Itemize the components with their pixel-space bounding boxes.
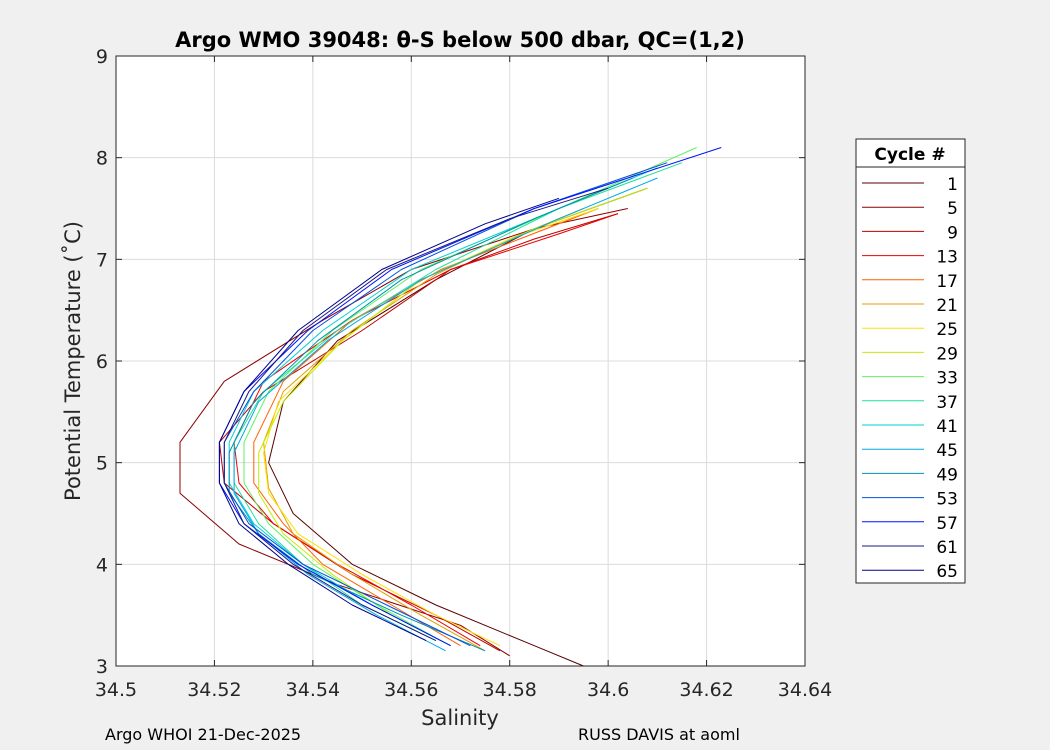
legend-label-cycle-49: 49 xyxy=(936,465,958,485)
chart-title: Argo WMO 39048: θ-S below 500 dbar, QC=(… xyxy=(175,28,745,52)
y-tick-label: 4 xyxy=(96,554,108,576)
x-tick-label: 34.58 xyxy=(483,679,537,701)
x-tick-label: 34.54 xyxy=(286,679,340,701)
y-tick-label: 5 xyxy=(96,453,108,475)
x-tick-label: 34.5 xyxy=(95,679,137,701)
x-tick-label: 34.64 xyxy=(778,679,832,701)
x-tick-label: 34.62 xyxy=(679,679,733,701)
legend-label-cycle-25: 25 xyxy=(936,320,958,340)
legend-label-cycle-1: 1 xyxy=(947,175,958,195)
series-line-cycle-45 xyxy=(233,177,658,652)
series-line-cycle-41 xyxy=(228,167,658,647)
legend-label-cycle-29: 29 xyxy=(936,344,958,364)
legend-label-cycle-53: 53 xyxy=(936,490,958,510)
legend-label-cycle-61: 61 xyxy=(936,538,958,558)
legend-label-cycle-33: 33 xyxy=(936,369,958,389)
series-line-cycle-65 xyxy=(218,197,560,642)
legend-label-cycle-45: 45 xyxy=(936,441,958,461)
y-tick-label: 9 xyxy=(96,46,108,68)
y-tick-label: 3 xyxy=(96,656,108,678)
x-tick-label: 34.52 xyxy=(187,679,241,701)
series-lines xyxy=(179,147,722,667)
y-tick-label: 8 xyxy=(96,148,108,170)
legend-label-cycle-65: 65 xyxy=(936,562,958,582)
x-tick-label: 34.6 xyxy=(587,679,629,701)
legend-label-cycle-57: 57 xyxy=(936,514,958,534)
legend-label-cycle-37: 37 xyxy=(936,393,958,413)
legend-label-cycle-5: 5 xyxy=(947,199,958,219)
series-line-cycle-61 xyxy=(223,187,609,642)
y-tick-label: 6 xyxy=(96,351,108,373)
series-line-cycle-49 xyxy=(228,177,633,652)
footer-right-text: RUSS DAVIS at aoml xyxy=(578,725,740,744)
y-axis-label: Potential Temperature (˚C) xyxy=(61,221,85,501)
legend-label-cycle-17: 17 xyxy=(936,272,958,292)
legend-label-cycle-9: 9 xyxy=(947,223,958,243)
legend: Cycle # 1 5 9 13 17 21 25 29 33 37 41 45 49 53 57 61 65 xyxy=(855,138,966,584)
legend-box xyxy=(855,138,966,584)
x-axis-label: Salinity xyxy=(421,706,499,730)
legend-label-cycle-21: 21 xyxy=(936,296,958,316)
x-tick-label: 34.56 xyxy=(384,679,438,701)
y-tick-label: 7 xyxy=(96,249,108,271)
footer-left-text: Argo WHOI 21-Dec-2025 xyxy=(105,725,302,744)
legend-label-cycle-41: 41 xyxy=(936,417,958,437)
legend-label-cycle-13: 13 xyxy=(936,248,958,268)
legend-title: Cycle # xyxy=(874,145,945,165)
ticks: 34.5 34.52 34.54 34.56 34.58 34.6 34.62 34.64 3 4… xyxy=(95,46,832,701)
